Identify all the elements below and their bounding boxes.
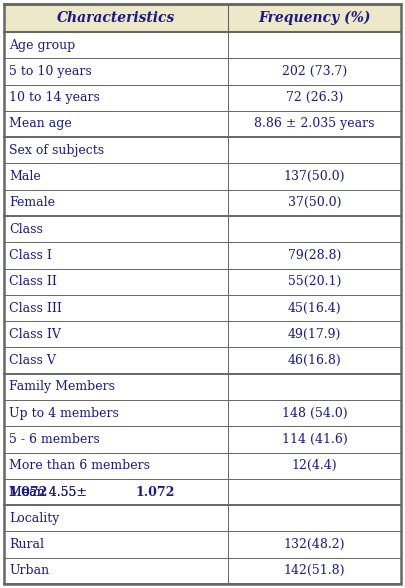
- Text: 148 (54.0): 148 (54.0): [282, 407, 347, 420]
- Bar: [4, 4, 401, 32]
- Text: Locality: Locality: [9, 512, 60, 524]
- Text: Class III: Class III: [9, 302, 62, 315]
- Bar: [4, 479, 228, 505]
- Bar: [4, 295, 401, 321]
- Text: 1.072: 1.072: [136, 486, 175, 499]
- Bar: [4, 400, 401, 426]
- Bar: [4, 321, 401, 348]
- Text: Age group: Age group: [9, 39, 75, 52]
- Text: Male: Male: [9, 170, 41, 183]
- Bar: [4, 58, 401, 85]
- Bar: [4, 453, 401, 479]
- Bar: [4, 479, 401, 505]
- Text: 12(4.4): 12(4.4): [292, 459, 337, 472]
- Text: Urban: Urban: [9, 564, 49, 577]
- Bar: [4, 163, 401, 190]
- Text: 202 (73.7): 202 (73.7): [282, 65, 347, 78]
- Text: 79(28.8): 79(28.8): [288, 249, 341, 262]
- Text: Characteristics: Characteristics: [57, 11, 175, 25]
- Bar: [4, 216, 401, 242]
- Text: 55(20.1): 55(20.1): [288, 275, 341, 288]
- Text: More than 6 members: More than 6 members: [9, 459, 150, 472]
- Text: 5 to 10 years: 5 to 10 years: [9, 65, 92, 78]
- Text: Female: Female: [9, 196, 55, 209]
- Bar: [4, 505, 401, 532]
- Text: Class V: Class V: [9, 354, 56, 367]
- Text: Sex of subjects: Sex of subjects: [9, 144, 104, 157]
- Text: Rural: Rural: [9, 538, 44, 551]
- Text: 137(50.0): 137(50.0): [284, 170, 345, 183]
- Text: Class IV: Class IV: [9, 328, 61, 341]
- Bar: [4, 32, 401, 58]
- Text: 5 - 6 members: 5 - 6 members: [9, 433, 100, 446]
- Text: Frequency (%): Frequency (%): [258, 11, 371, 25]
- Text: 45(16.4): 45(16.4): [288, 302, 341, 315]
- Text: Mean age: Mean age: [9, 118, 72, 131]
- Text: 8.86 ± 2.035 years: 8.86 ± 2.035 years: [254, 118, 375, 131]
- Text: Mean 4.55±: Mean 4.55±: [9, 486, 87, 499]
- Text: Class: Class: [9, 223, 43, 236]
- Text: Mean 4.55±: Mean 4.55±: [9, 486, 87, 499]
- Bar: [4, 557, 401, 584]
- Bar: [4, 111, 401, 137]
- Bar: [4, 348, 401, 374]
- Bar: [4, 242, 401, 269]
- Text: 1.072: 1.072: [9, 486, 48, 499]
- Bar: [4, 532, 401, 557]
- Bar: [4, 374, 401, 400]
- Text: Up to 4 members: Up to 4 members: [9, 407, 119, 420]
- Text: 114 (41.6): 114 (41.6): [282, 433, 347, 446]
- Text: 132(48.2): 132(48.2): [284, 538, 345, 551]
- Bar: [4, 190, 401, 216]
- Bar: [4, 426, 401, 453]
- Text: 37(50.0): 37(50.0): [288, 196, 341, 209]
- Bar: [4, 269, 401, 295]
- Text: 46(16.8): 46(16.8): [288, 354, 341, 367]
- Text: 49(17.9): 49(17.9): [288, 328, 341, 341]
- Text: Class II: Class II: [9, 275, 57, 288]
- Text: 72 (26.3): 72 (26.3): [286, 91, 343, 104]
- Text: Class I: Class I: [9, 249, 52, 262]
- Text: 142(51.8): 142(51.8): [284, 564, 345, 577]
- Text: Family Members: Family Members: [9, 380, 115, 393]
- Bar: [4, 137, 401, 163]
- Bar: [4, 85, 401, 111]
- Text: 10 to 14 years: 10 to 14 years: [9, 91, 100, 104]
